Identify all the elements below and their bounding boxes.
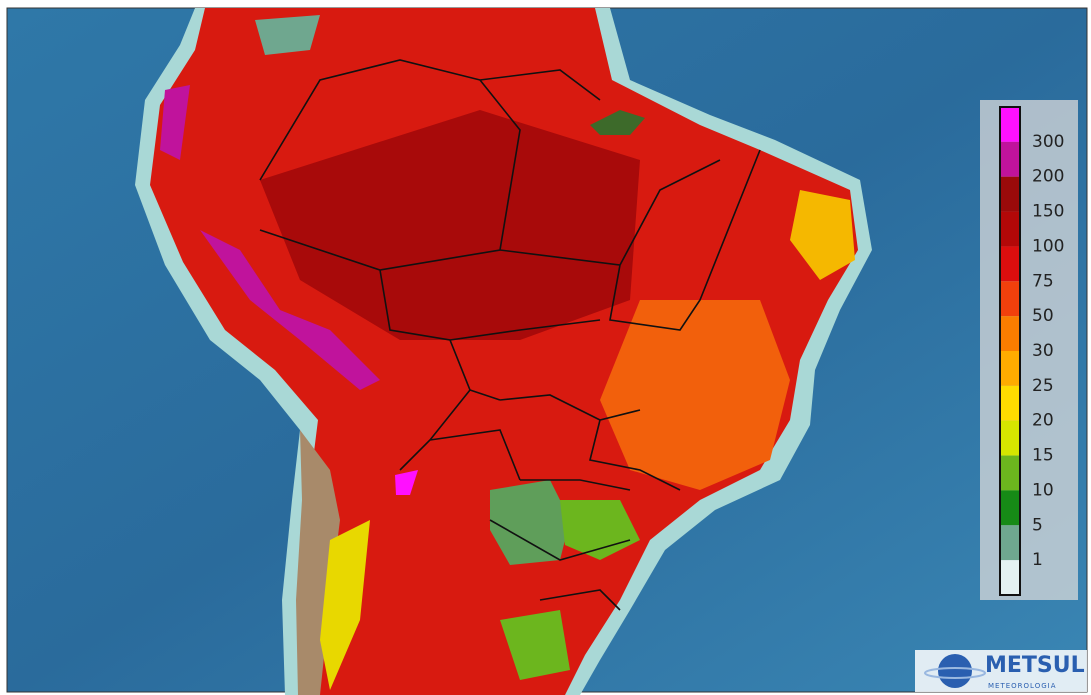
legend: 300 200 150 100 75 50 30 25 20 15 10 5 1 — [980, 100, 1078, 600]
orange-area — [600, 300, 790, 490]
legend-label: 5 — [1032, 515, 1043, 535]
legend-label: 150 — [1032, 202, 1064, 222]
legend-swatch — [1000, 316, 1020, 351]
yellow-area — [320, 520, 370, 690]
island — [590, 110, 645, 135]
logo-ring — [924, 667, 986, 679]
logo: METSUL METEOROLOGIA — [915, 650, 1087, 692]
state-borders — [259, 59, 761, 611]
legend-swatch — [1000, 525, 1020, 561]
legend-label: 30 — [1032, 341, 1054, 361]
legend-label: 20 — [1032, 411, 1054, 431]
legend-swatch — [1000, 455, 1020, 491]
legend-swatch — [1000, 211, 1020, 247]
legend-label: 50 — [1032, 306, 1054, 326]
dark-red-area — [260, 110, 640, 340]
andes — [296, 430, 340, 695]
legend-swatch — [1000, 351, 1020, 386]
green-area — [490, 480, 570, 565]
legend-label: 25 — [1032, 376, 1054, 396]
legend-swatch — [1000, 281, 1020, 317]
legend-swatch — [1000, 385, 1020, 421]
green-area — [560, 500, 640, 560]
legend-swatch — [1000, 176, 1020, 212]
legend-swatch — [1000, 560, 1020, 595]
logo-subtitle: METEOROLOGIA — [988, 682, 1056, 690]
magenta-area — [160, 85, 190, 160]
logo-name: METSUL — [985, 653, 1085, 678]
legend-label: 15 — [1032, 446, 1054, 466]
green-area — [500, 610, 570, 680]
legend-label: 300 — [1032, 132, 1064, 152]
legend-frame — [999, 106, 1021, 596]
legend-label: 1 — [1032, 550, 1043, 570]
legend-panel — [980, 100, 1078, 600]
legend-swatch — [1000, 420, 1020, 456]
green-area — [255, 15, 320, 55]
legend-label: 75 — [1032, 271, 1054, 291]
legend-swatch — [1000, 141, 1020, 177]
legend-label: 10 — [1032, 480, 1054, 500]
legend-label: 200 — [1032, 167, 1064, 187]
legend-label: 100 — [1032, 236, 1064, 256]
logo-globe — [938, 654, 972, 688]
legend-swatch — [1000, 490, 1020, 526]
yellow-area — [790, 190, 855, 280]
legend-swatch — [1000, 246, 1020, 282]
legend-swatch — [1000, 107, 1020, 142]
magenta-area — [200, 230, 380, 390]
magenta-area — [395, 470, 418, 495]
